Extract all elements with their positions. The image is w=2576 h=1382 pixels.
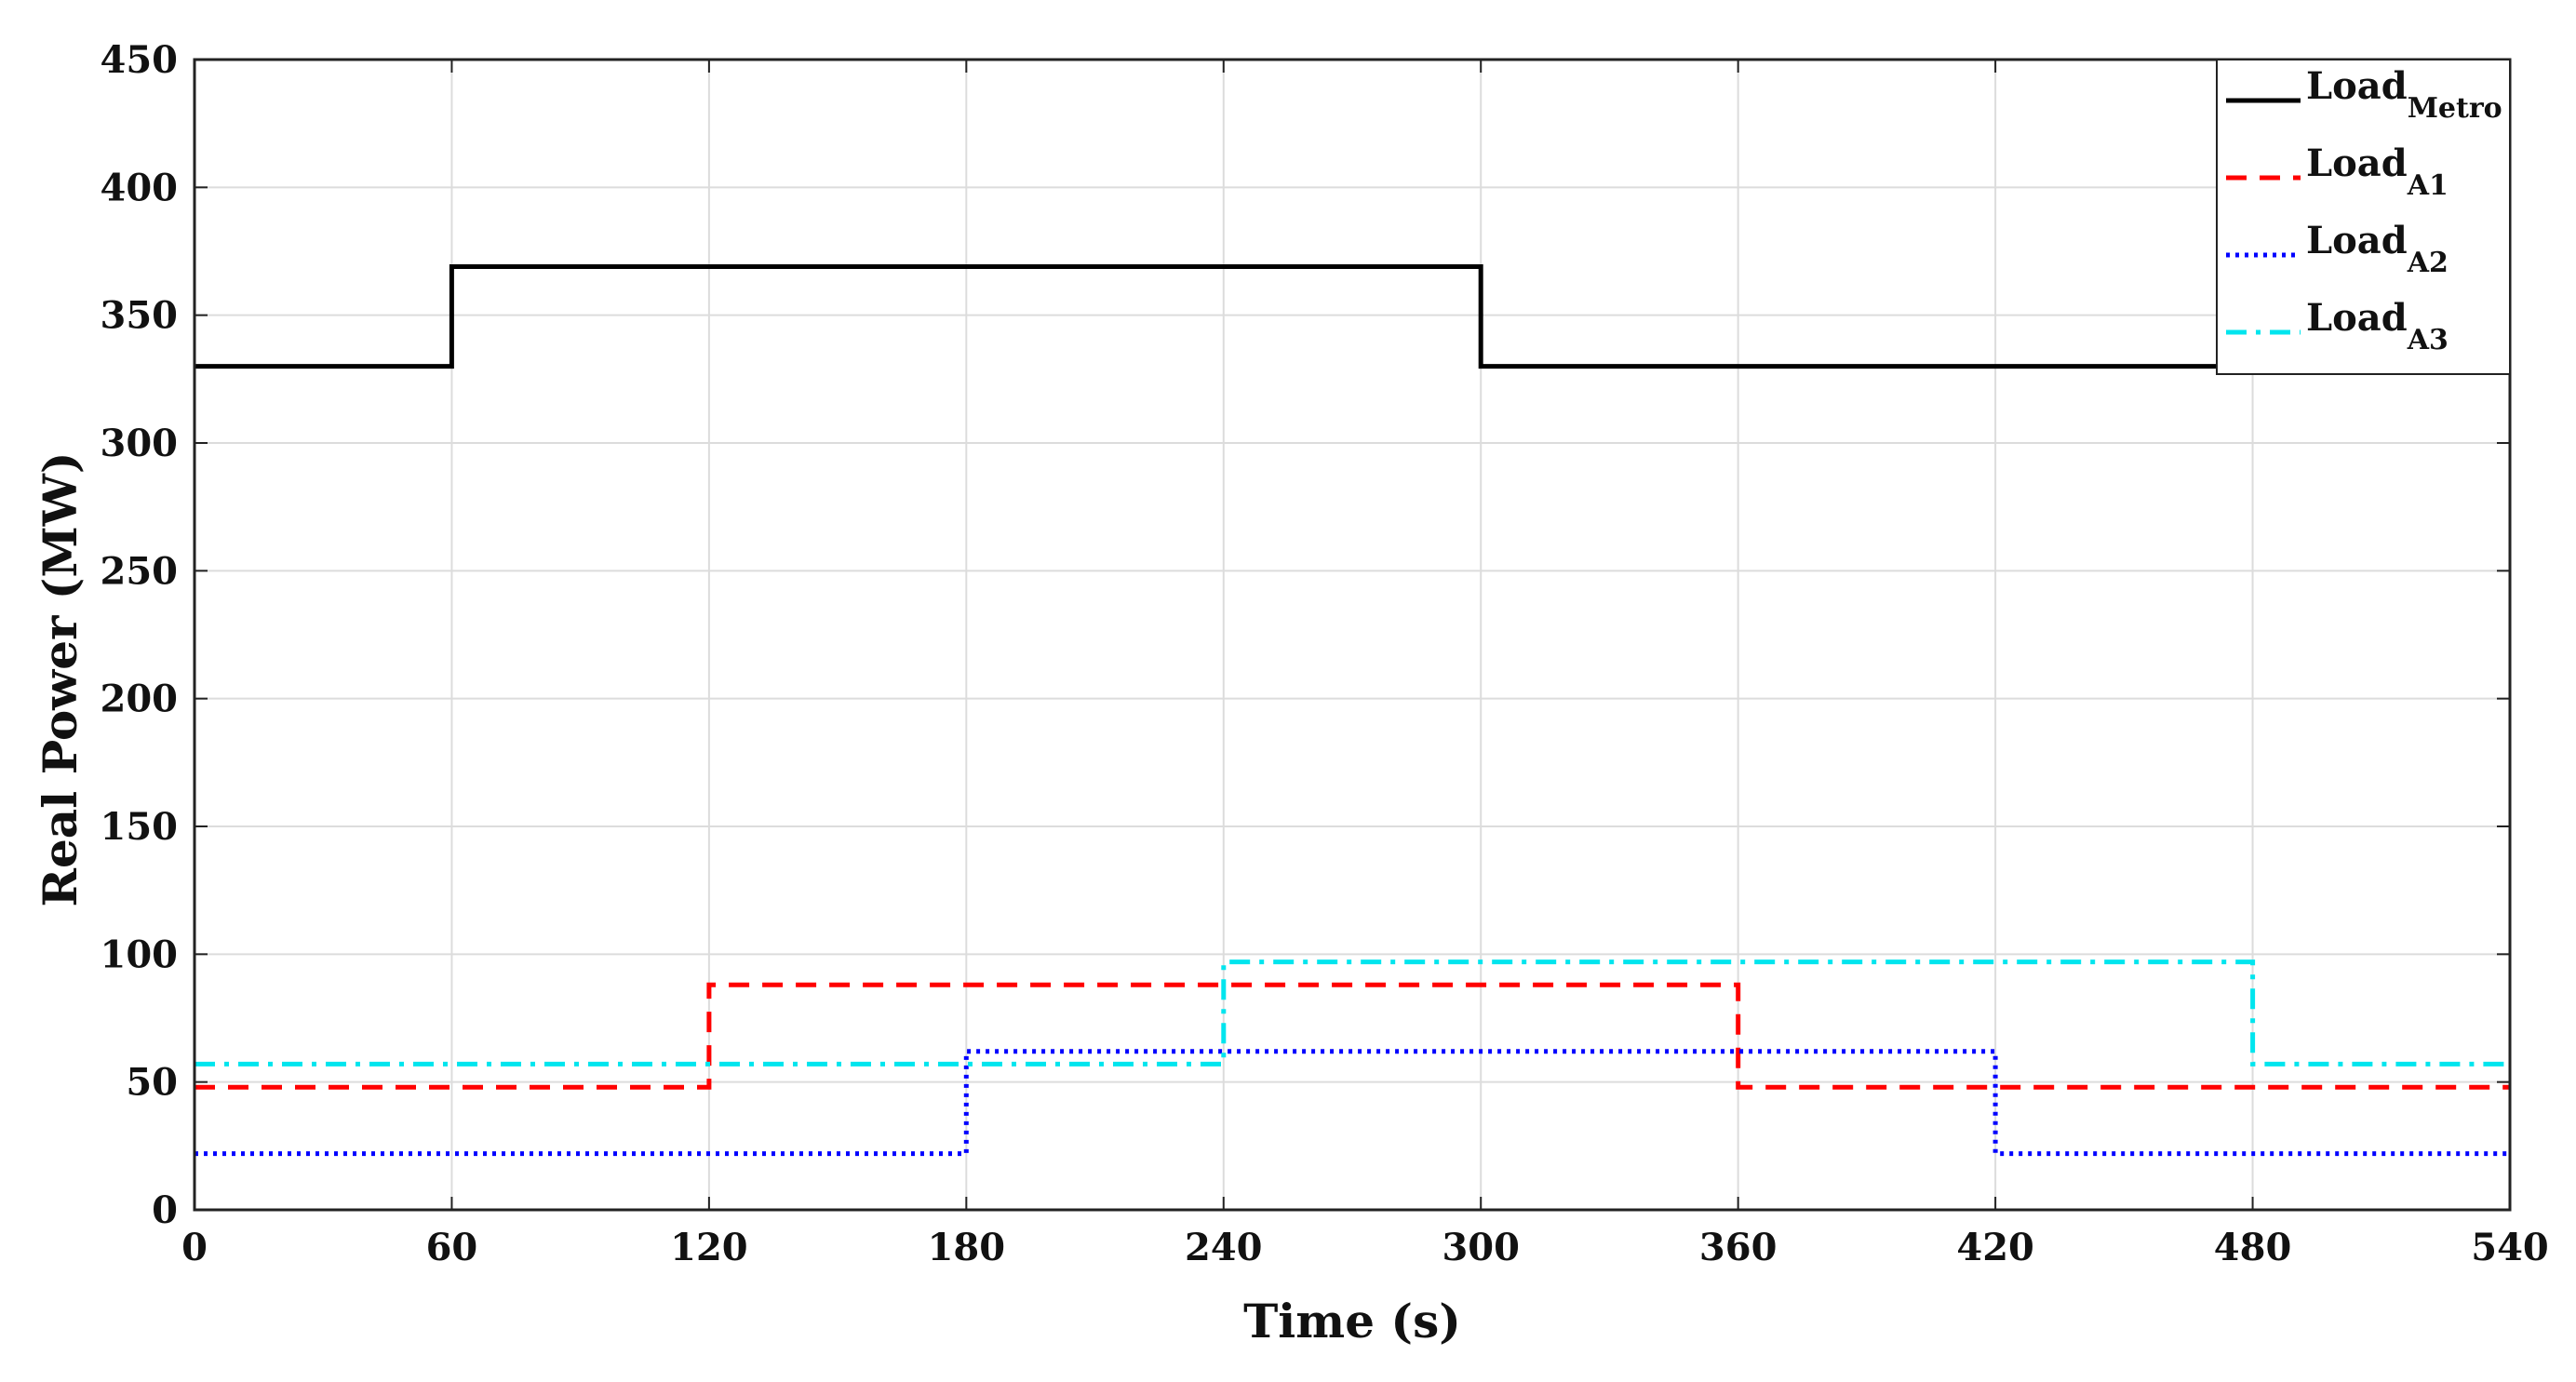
y-tick-label: 200: [101, 678, 179, 721]
x-tick-label: 540: [2471, 1226, 2549, 1269]
x-tick-label: 300: [1442, 1226, 1520, 1269]
y-tick-label: 0: [152, 1188, 178, 1232]
x-axis-title: Time (s): [1243, 1294, 1461, 1348]
series-line-a2: [195, 1049, 2510, 1157]
x-tick-label: 120: [670, 1226, 748, 1269]
x-axis-ticks: 0 60 120 180 240 300 360 420 480 540: [181, 60, 2549, 1269]
y-tick-label: 150: [101, 805, 179, 849]
grid: [194, 59, 2511, 1211]
plot-frame: [193, 58, 2512, 1212]
x-tick-label: 480: [2214, 1226, 2292, 1269]
series-line-a1: [195, 982, 2510, 1090]
series-line-a3: [195, 959, 2510, 1067]
y-tick-label: 250: [101, 549, 179, 593]
x-tick-label: 360: [1699, 1226, 1778, 1269]
y-tick-label: 100: [101, 933, 179, 976]
x-tick-label: 60: [426, 1226, 478, 1269]
y-tick-label: 400: [101, 166, 179, 209]
x-tick-label: 420: [1956, 1226, 2034, 1269]
legend-box: [2216, 59, 2511, 375]
y-axis-ticks: 0 50 100 150 200 250 300 350 400 450: [101, 38, 2510, 1232]
series-line-metro: [195, 264, 2510, 369]
y-tick-label: 450: [101, 38, 179, 82]
y-tick-label: 300: [101, 422, 179, 465]
x-tick-label: 180: [928, 1226, 1006, 1269]
y-tick-label: 350: [101, 294, 179, 338]
x-tick-label: 0: [181, 1226, 208, 1269]
y-axis-title: Real Power (MW): [33, 451, 87, 906]
x-tick-label: 240: [1185, 1226, 1263, 1269]
y-tick-label: 50: [126, 1061, 178, 1105]
plot-series: [195, 264, 2510, 1157]
